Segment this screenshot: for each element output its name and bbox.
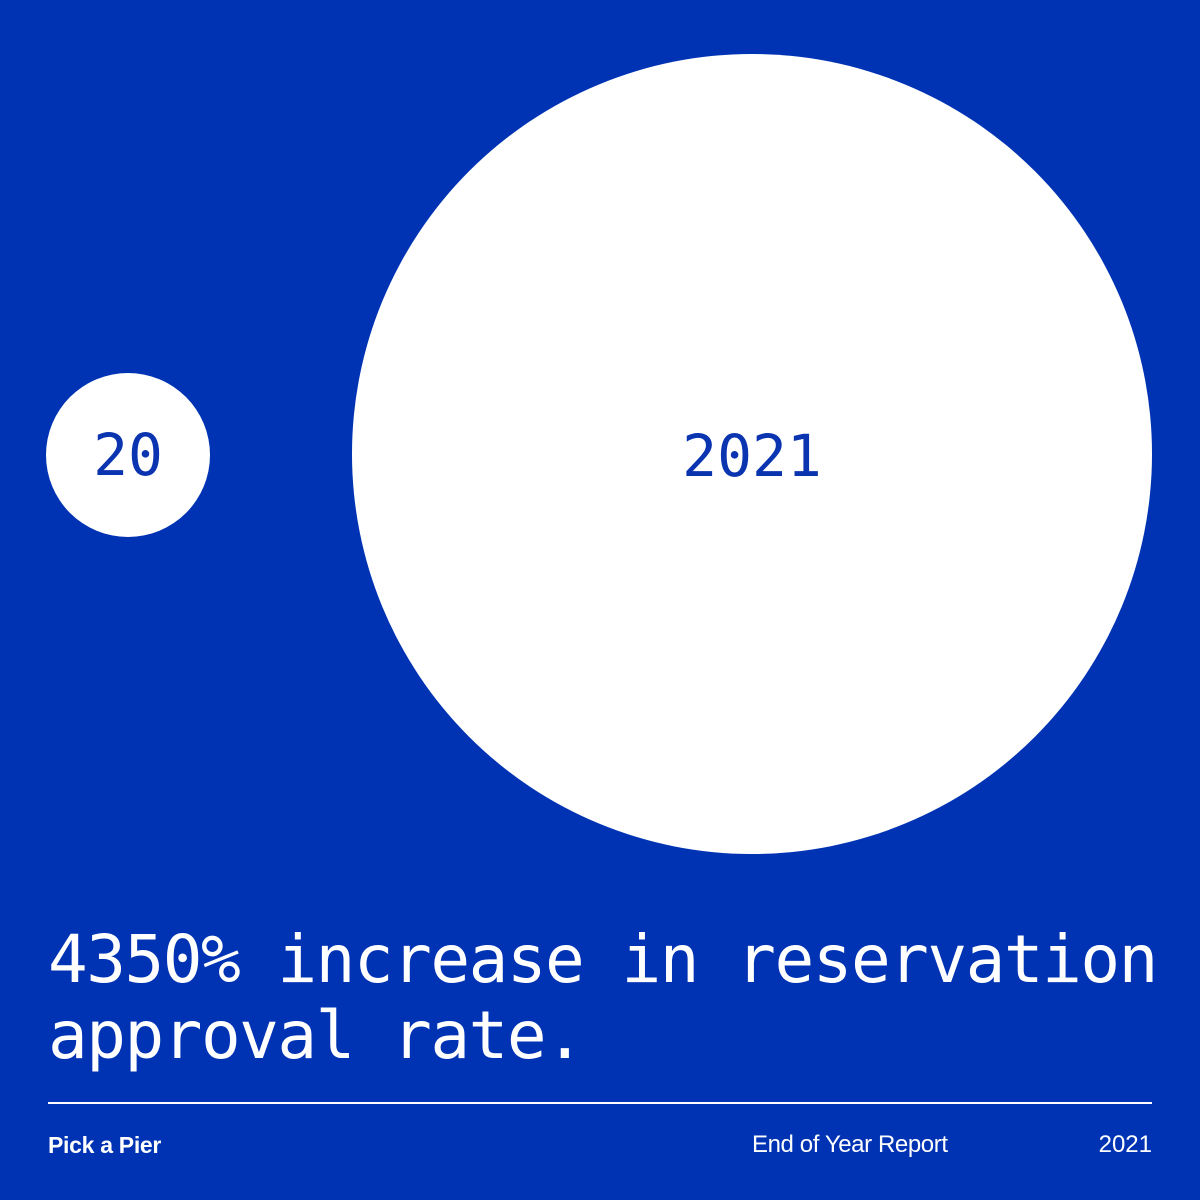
bubble-previous-year: 20 bbox=[46, 373, 210, 537]
bubble-current-year-label: 2021 bbox=[682, 422, 822, 490]
footer-divider bbox=[48, 1102, 1152, 1104]
bubble-current-year: 2021 bbox=[352, 54, 1152, 854]
report-year: 2021 bbox=[1098, 1131, 1152, 1158]
headline: 4350% increase in reservation approval r… bbox=[48, 921, 1158, 1074]
brand-name: Pick a Pier bbox=[48, 1132, 162, 1158]
report-title: End of Year Report bbox=[752, 1131, 948, 1158]
bubble-previous-year-label: 20 bbox=[93, 421, 163, 489]
